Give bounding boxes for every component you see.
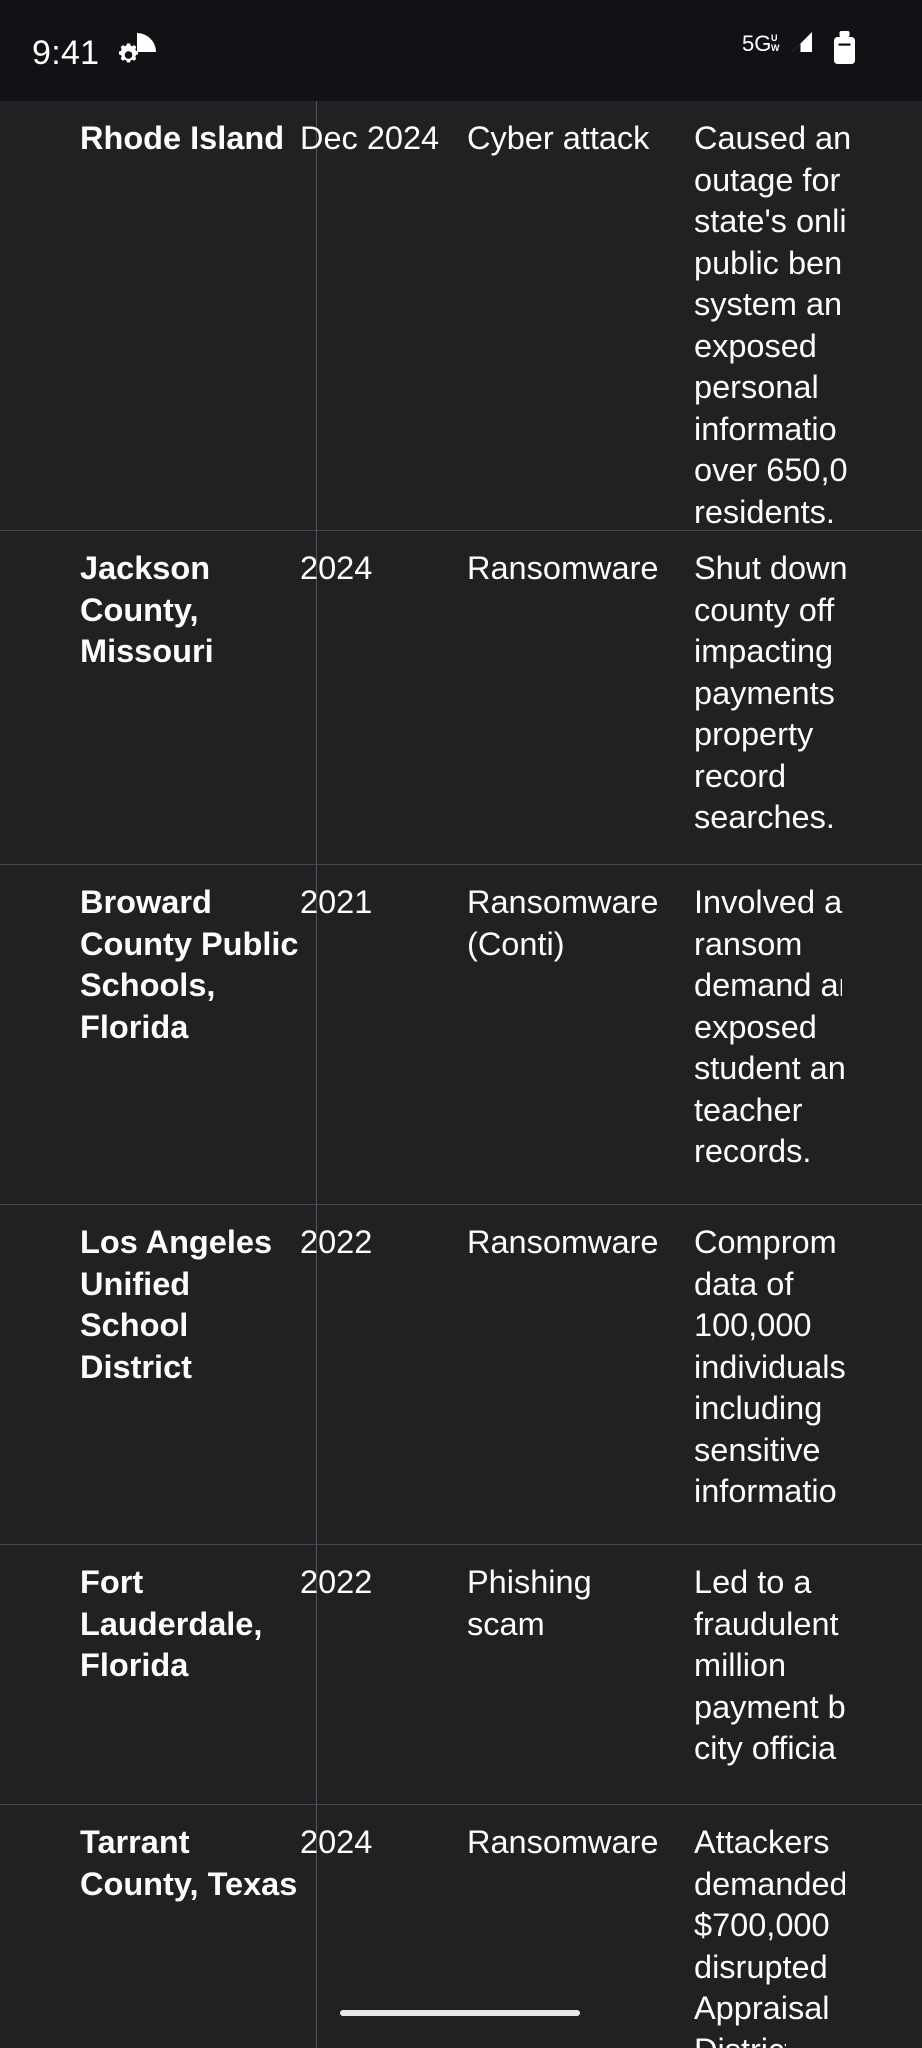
svg-text:U: U: [771, 33, 778, 43]
svg-text:5G: 5G: [742, 31, 771, 56]
svg-text:W: W: [771, 43, 780, 53]
